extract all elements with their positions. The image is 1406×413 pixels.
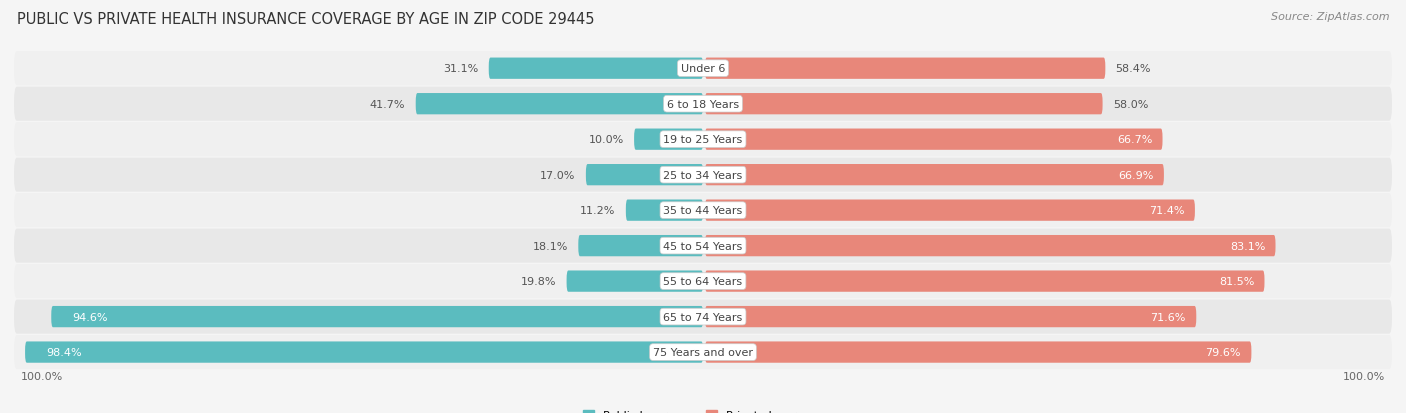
FancyBboxPatch shape: [14, 158, 1392, 192]
Text: 75 Years and over: 75 Years and over: [652, 347, 754, 357]
Text: 17.0%: 17.0%: [540, 170, 575, 180]
FancyBboxPatch shape: [626, 200, 703, 221]
FancyBboxPatch shape: [586, 165, 703, 186]
Text: 58.0%: 58.0%: [1114, 100, 1149, 109]
FancyBboxPatch shape: [578, 235, 703, 256]
Text: 18.1%: 18.1%: [533, 241, 568, 251]
Text: 71.4%: 71.4%: [1149, 206, 1185, 216]
FancyBboxPatch shape: [704, 94, 1102, 115]
FancyBboxPatch shape: [704, 342, 1251, 363]
Text: 98.4%: 98.4%: [46, 347, 82, 357]
Text: 79.6%: 79.6%: [1205, 347, 1241, 357]
FancyBboxPatch shape: [14, 194, 1392, 228]
FancyBboxPatch shape: [489, 58, 703, 80]
Text: 10.0%: 10.0%: [589, 135, 624, 145]
Text: 11.2%: 11.2%: [581, 206, 616, 216]
FancyBboxPatch shape: [25, 342, 703, 363]
FancyBboxPatch shape: [634, 129, 703, 150]
FancyBboxPatch shape: [704, 58, 1105, 80]
Text: 81.5%: 81.5%: [1219, 276, 1254, 287]
FancyBboxPatch shape: [14, 123, 1392, 157]
Text: Source: ZipAtlas.com: Source: ZipAtlas.com: [1271, 12, 1389, 22]
Text: 66.7%: 66.7%: [1116, 135, 1152, 145]
FancyBboxPatch shape: [704, 129, 1163, 150]
FancyBboxPatch shape: [704, 306, 1197, 328]
Text: 45 to 54 Years: 45 to 54 Years: [664, 241, 742, 251]
FancyBboxPatch shape: [14, 264, 1392, 299]
FancyBboxPatch shape: [14, 52, 1392, 86]
Text: 19.8%: 19.8%: [520, 276, 557, 287]
Text: 100.0%: 100.0%: [21, 370, 63, 381]
Text: 19 to 25 Years: 19 to 25 Years: [664, 135, 742, 145]
FancyBboxPatch shape: [14, 229, 1392, 263]
Text: 100.0%: 100.0%: [1343, 370, 1385, 381]
Text: 25 to 34 Years: 25 to 34 Years: [664, 170, 742, 180]
FancyBboxPatch shape: [704, 200, 1195, 221]
FancyBboxPatch shape: [14, 300, 1392, 334]
Text: 83.1%: 83.1%: [1230, 241, 1265, 251]
FancyBboxPatch shape: [567, 271, 703, 292]
Text: 71.6%: 71.6%: [1150, 312, 1185, 322]
Text: PUBLIC VS PRIVATE HEALTH INSURANCE COVERAGE BY AGE IN ZIP CODE 29445: PUBLIC VS PRIVATE HEALTH INSURANCE COVER…: [17, 12, 595, 27]
Text: 6 to 18 Years: 6 to 18 Years: [666, 100, 740, 109]
Text: 55 to 64 Years: 55 to 64 Years: [664, 276, 742, 287]
Text: 58.4%: 58.4%: [1116, 64, 1152, 74]
Text: 31.1%: 31.1%: [443, 64, 478, 74]
FancyBboxPatch shape: [14, 335, 1392, 369]
FancyBboxPatch shape: [14, 88, 1392, 121]
FancyBboxPatch shape: [704, 235, 1275, 256]
FancyBboxPatch shape: [704, 165, 1164, 186]
Text: Under 6: Under 6: [681, 64, 725, 74]
Text: 65 to 74 Years: 65 to 74 Years: [664, 312, 742, 322]
FancyBboxPatch shape: [416, 94, 703, 115]
Text: 35 to 44 Years: 35 to 44 Years: [664, 206, 742, 216]
Text: 66.9%: 66.9%: [1118, 170, 1153, 180]
FancyBboxPatch shape: [704, 271, 1264, 292]
Text: 94.6%: 94.6%: [72, 312, 107, 322]
Text: 41.7%: 41.7%: [370, 100, 405, 109]
FancyBboxPatch shape: [51, 306, 703, 328]
Legend: Public Insurance, Private Insurance: Public Insurance, Private Insurance: [579, 405, 827, 413]
